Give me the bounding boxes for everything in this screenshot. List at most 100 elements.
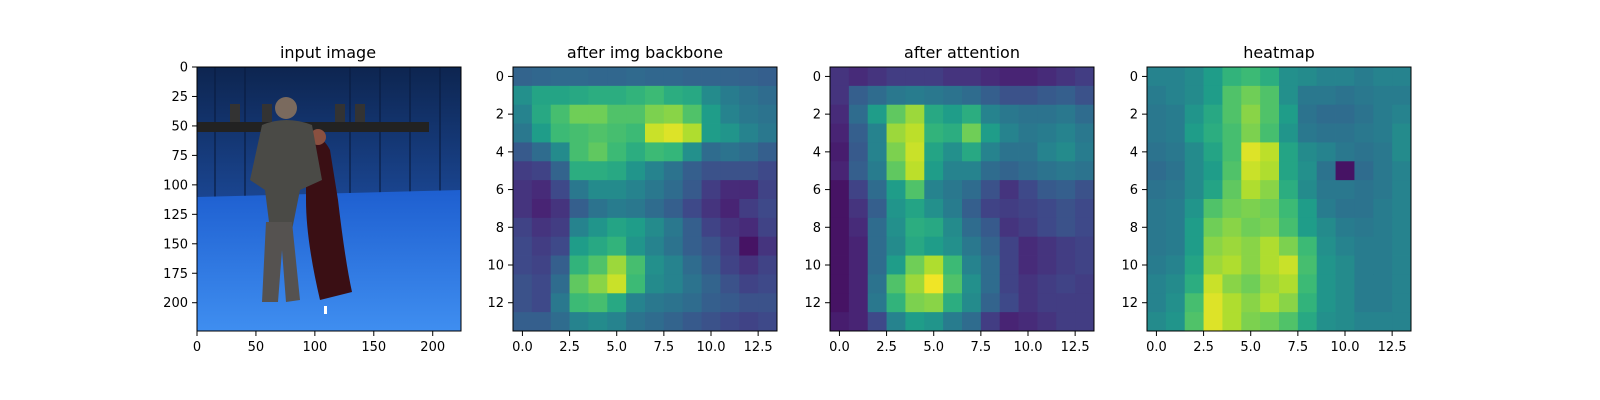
heatmap-cell [962, 85, 982, 106]
heatmap-cell [588, 142, 608, 162]
heatmap-cell [924, 255, 944, 275]
heatmap-cell [999, 104, 1019, 124]
heatmap-cell [1018, 142, 1038, 162]
heatmap-cell [1018, 104, 1038, 124]
heatmap-cell [701, 293, 721, 313]
heatmap-cell [1316, 123, 1336, 143]
heatmap-cell [1297, 217, 1318, 238]
heatmap-cell [682, 255, 702, 275]
y-tick-label: 0 [496, 70, 504, 85]
heatmap-cell [607, 142, 627, 162]
axis-ticks: 0.0 2.5 5.0 7.5 10.0 12.5 0 2 4 6 8 10 12 [804, 70, 1089, 355]
heatmap-cell [1297, 142, 1318, 162]
heatmap-cell [1373, 180, 1393, 200]
heatmap-cell [943, 85, 963, 106]
heatmap-cell [980, 236, 1001, 256]
heatmap-cell [682, 85, 702, 106]
heatmap-cell [1297, 104, 1318, 124]
heatmap-cell [1184, 199, 1204, 219]
axes-frame [196, 66, 462, 332]
heatmap-cell [924, 199, 944, 219]
heatmap-cell [830, 85, 850, 106]
heatmap-cell [607, 217, 627, 238]
heatmap-cell [663, 236, 684, 256]
x-tick-label: 7.5 [654, 340, 675, 355]
heatmap-cell [531, 67, 552, 87]
y-tick-label: 2 [1130, 108, 1138, 123]
heatmap-cell [569, 293, 589, 313]
heatmap-cell [1279, 217, 1299, 238]
heatmap-cell [943, 255, 963, 275]
heatmap-cell [569, 199, 589, 219]
heatmap-cell [1075, 142, 1095, 162]
heatmap-cell [513, 255, 533, 275]
heatmap-cell [1075, 255, 1095, 275]
heatmap-cell [924, 217, 944, 238]
heatmap-cell [962, 180, 982, 200]
heatmap-cell [720, 142, 740, 162]
heatmap-cell [867, 123, 887, 143]
heatmap-cell [886, 123, 906, 143]
heatmap-cell [905, 274, 925, 294]
heatmap-cell [1335, 274, 1355, 294]
y-tick-label: 50 [171, 119, 188, 134]
heatmap-cell [550, 312, 570, 332]
heatmap-cell [682, 67, 702, 87]
heatmap-cell [645, 199, 665, 219]
heatmap-cell [1147, 67, 1167, 87]
heatmap-cell [867, 217, 887, 238]
heatmap-cell [1260, 123, 1280, 143]
heatmap-cells [513, 67, 778, 332]
heatmap-cell [758, 255, 778, 275]
heatmap-cell [980, 199, 1001, 219]
heatmap-cell [1354, 236, 1374, 256]
heatmap-cell [943, 217, 963, 238]
heatmap-cell [1165, 104, 1186, 124]
heatmap-cell [550, 255, 570, 275]
heatmap-cell [550, 123, 570, 143]
heatmap-cell [663, 255, 684, 275]
heatmap-cell [962, 274, 982, 294]
x-tick-label: 12.5 [744, 340, 773, 355]
heatmap-cell [867, 180, 887, 200]
heatmap-cell [758, 180, 778, 200]
heatmap-cell [720, 199, 740, 219]
heatmap-cell [569, 255, 589, 275]
heatmap-cell [1037, 236, 1057, 256]
heatmap-cell [1222, 161, 1242, 181]
x-tick-label: 12.5 [1061, 340, 1090, 355]
heatmap-cell [848, 123, 869, 143]
heatmap-cell [550, 180, 570, 200]
x-tick-label: 7.5 [1288, 340, 1309, 355]
heatmap-cell [1037, 255, 1057, 275]
axis-ticks: 0 50 100 150 200 0 25 50 75 100 125 150 175 200 [163, 61, 445, 356]
heatmap-cell [943, 199, 963, 219]
heatmap-cell [531, 312, 552, 332]
heatmap-cell [513, 199, 533, 219]
heatmap-cell [848, 274, 869, 294]
heatmap-cell [701, 161, 721, 181]
heatmap-cell [720, 123, 740, 143]
heatmap-cell [720, 67, 740, 87]
heatmap-cell [720, 180, 740, 200]
heatmap-cell [588, 312, 608, 332]
heatmap-cell [1297, 85, 1318, 106]
x-tick-label: 10.0 [1014, 340, 1043, 355]
heatmap-cell [588, 180, 608, 200]
heatmap-cell [830, 67, 850, 87]
heatmap-cell [1260, 161, 1280, 181]
heatmap-cell [1165, 217, 1186, 238]
heatmap-cell [682, 123, 702, 143]
heatmap-cell [1392, 180, 1412, 200]
heatmap-cell [1260, 180, 1280, 200]
heatmap-cell [531, 255, 552, 275]
heatmap-cell [1037, 104, 1057, 124]
heatmap-cell [830, 161, 850, 181]
y-tick-label: 8 [496, 221, 504, 236]
heatmap-cell [1392, 142, 1412, 162]
heatmap-cell [569, 85, 589, 106]
panel-after-attention: after attention 0.0 2.5 5.0 7.5 10.0 12.5 0 2 4 6… [804, 43, 1095, 355]
heatmap-cell [1075, 274, 1095, 294]
heatmap-cell [1297, 274, 1318, 294]
heatmap-cell [1147, 274, 1167, 294]
